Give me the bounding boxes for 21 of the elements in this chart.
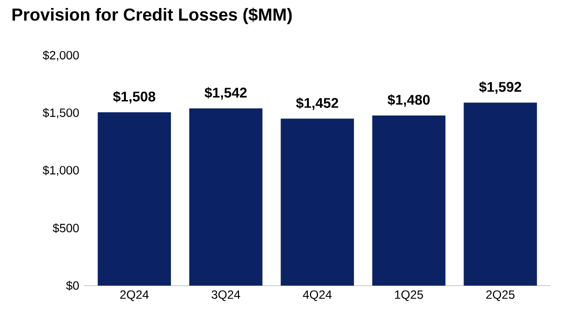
y-tick-label: $2,000 [42, 50, 79, 61]
data-label: $1,508 [113, 90, 156, 104]
chart-title: Provision for Credit Losses ($MM) [12, 8, 292, 24]
bar [98, 112, 171, 286]
x-tick-label: 2Q24 [120, 290, 149, 301]
x-tick-label: 4Q24 [302, 290, 332, 301]
y-tick-label: $1,500 [42, 108, 79, 118]
y-tick-label: $500 [52, 223, 79, 234]
data-label: $1,452 [296, 97, 338, 110]
bar [464, 102, 537, 286]
x-tick-label: 3Q24 [212, 290, 240, 301]
y-tick-label: $1,000 [42, 165, 79, 176]
data-label: $1,592 [479, 81, 522, 94]
x-tick-label: 2Q25 [486, 290, 515, 301]
bar [280, 118, 354, 286]
bar [189, 108, 262, 286]
data-label: $1,542 [204, 87, 247, 100]
bar [372, 115, 446, 286]
x-tick-label: 1Q25 [395, 290, 424, 301]
y-tick-label: $0 [66, 280, 79, 291]
data-label: $1,480 [388, 94, 430, 107]
